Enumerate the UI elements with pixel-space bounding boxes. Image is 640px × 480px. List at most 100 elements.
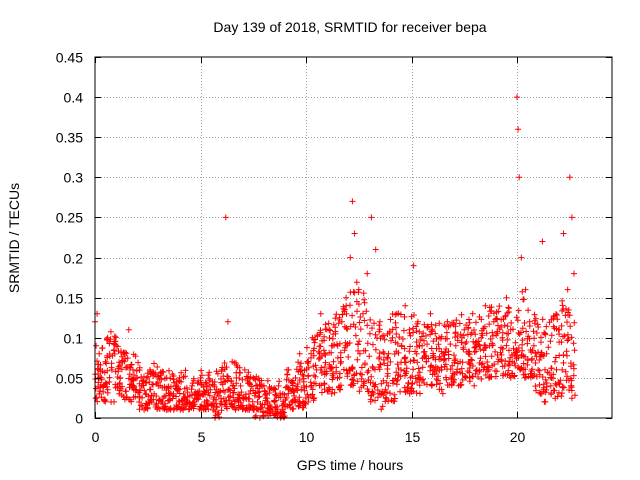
data-point: [344, 373, 351, 380]
data-point: [538, 339, 544, 346]
data-point: [488, 308, 495, 314]
data-point: [296, 394, 303, 401]
data-point: [414, 318, 421, 325]
data-point: [458, 365, 465, 372]
data-point: [565, 307, 572, 313]
data-point: [332, 330, 339, 337]
data-point: [295, 403, 302, 410]
data-point: [394, 340, 401, 347]
data-point: [321, 333, 328, 340]
data-point: [377, 335, 384, 342]
data-point: [125, 375, 132, 382]
data-point: [491, 361, 498, 368]
data-point: [409, 373, 416, 380]
data-point: [460, 332, 467, 339]
data-point: [465, 325, 472, 332]
data-point: [435, 373, 442, 380]
data-point: [384, 355, 391, 362]
data-point: [293, 366, 300, 373]
data-point: [511, 350, 518, 357]
data-point: [247, 374, 254, 380]
data-point: [343, 310, 350, 317]
data-point: [369, 389, 376, 396]
data-point: [225, 386, 232, 393]
data-point: [499, 345, 506, 352]
data-point: [551, 387, 558, 394]
data-point: [360, 310, 366, 317]
x-tick-label: 15: [405, 429, 421, 445]
data-point: [507, 326, 514, 333]
data-point: [349, 376, 356, 383]
data-point: [568, 334, 575, 341]
data-point: [173, 402, 180, 409]
data-point: [222, 214, 229, 221]
data-point: [513, 314, 520, 321]
data-point: [213, 368, 220, 375]
data-point: [167, 396, 174, 403]
data-point: [500, 370, 507, 377]
data-point: [299, 371, 306, 378]
data-point: [490, 318, 497, 325]
data-point: [526, 318, 533, 325]
data-point: [503, 342, 510, 349]
data-point: [496, 326, 503, 333]
data-point: [547, 374, 554, 381]
data-point: [309, 386, 316, 393]
data-point: [132, 353, 139, 360]
data-point: [482, 353, 489, 360]
data-point: [233, 360, 239, 367]
data-point: [447, 366, 454, 373]
data-point: [480, 347, 487, 354]
data-point: [419, 364, 426, 371]
data-point: [247, 403, 254, 410]
data-point: [203, 389, 209, 396]
data-point: [364, 270, 371, 277]
data-point: [276, 378, 283, 385]
data-point: [314, 333, 321, 340]
data-point: [387, 316, 394, 323]
data-point: [452, 342, 459, 349]
data-point: [367, 316, 374, 323]
data-point: [238, 389, 245, 396]
data-point: [441, 322, 448, 329]
data-point: [376, 326, 383, 333]
data-point: [560, 384, 567, 391]
data-point: [536, 357, 543, 363]
grid-lines: [95, 57, 612, 418]
data-point: [175, 385, 181, 392]
data-point: [313, 366, 320, 373]
data-point: [364, 322, 371, 329]
data-point: [406, 348, 413, 355]
data-point: [354, 378, 361, 385]
data-point: [210, 407, 217, 413]
data-point: [304, 391, 311, 398]
data-point: [532, 383, 539, 390]
data-point: [410, 262, 417, 269]
data-point: [214, 370, 221, 377]
data-point: [515, 330, 522, 336]
data-point: [152, 370, 159, 377]
data-point: [381, 350, 388, 357]
data-point: [448, 374, 455, 381]
data-point: [400, 327, 407, 334]
data-point: [368, 392, 375, 399]
data-point: [391, 391, 398, 398]
data-point: [168, 383, 174, 390]
data-point: [333, 368, 340, 375]
data-point: [305, 372, 312, 379]
data-point: [312, 362, 319, 369]
data-point: [334, 354, 341, 361]
x-tick-label: 0: [92, 429, 100, 445]
data-point: [205, 372, 212, 379]
data-point: [125, 396, 132, 403]
data-point: [427, 310, 434, 317]
data-point: [258, 404, 265, 411]
data-point: [95, 366, 102, 373]
data-point: [151, 360, 157, 367]
data-point: [322, 359, 329, 366]
data-point: [505, 305, 512, 312]
data-point: [546, 370, 553, 376]
data-point: [126, 371, 133, 378]
data-point: [489, 342, 496, 349]
data-point: [230, 389, 237, 396]
